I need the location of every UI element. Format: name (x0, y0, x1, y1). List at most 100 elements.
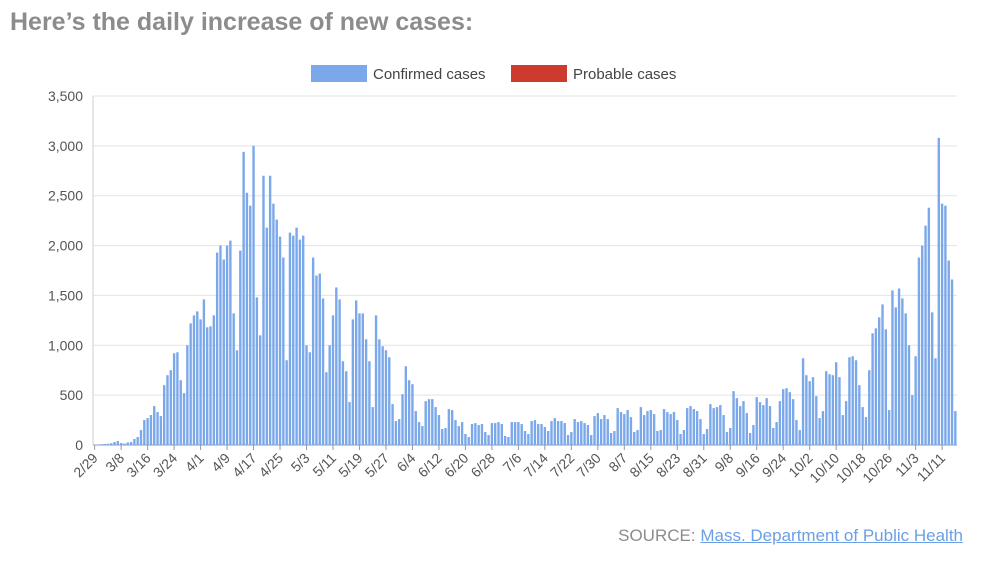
confirmed-bar (136, 437, 139, 445)
legend-item-confirmed[interactable]: Confirmed cases (311, 65, 486, 83)
confirmed-bar (646, 411, 649, 445)
confirmed-bar (295, 227, 298, 445)
confirmed-bar (556, 421, 560, 445)
confirmed-bar (828, 374, 831, 445)
confirmed-bar (662, 409, 666, 445)
confirmed-bar (361, 313, 364, 445)
confirmed-bar (100, 444, 103, 445)
confirmed-bar (169, 370, 172, 445)
confirmed-bar (265, 227, 268, 445)
confirmed-bar (914, 356, 917, 445)
confirmed-bar (732, 391, 735, 445)
confirmed-bar (467, 437, 470, 445)
confirmed-bar (686, 408, 689, 445)
confirmed-bar (510, 422, 513, 445)
confirmed-bar (775, 422, 778, 445)
confirmed-bar (566, 435, 570, 445)
confirmed-bar (669, 414, 672, 445)
confirmed-bar (166, 375, 169, 445)
confirmed-bar (834, 362, 838, 445)
confirmed-bar (758, 402, 762, 445)
confirmed-bar (391, 404, 394, 445)
confirmed-bar (762, 405, 765, 445)
confirmed-bar (666, 412, 669, 445)
confirmed-bar (146, 418, 149, 445)
confirmed-bar (278, 236, 282, 445)
x-tick-label: 4/17 (229, 450, 260, 481)
confirmed-bar (431, 399, 434, 445)
confirmed-bar (616, 408, 619, 445)
confirmed-bar (149, 415, 153, 445)
confirmed-bar (907, 345, 911, 445)
confirmed-bar (702, 434, 705, 445)
confirmed-bar (745, 413, 748, 445)
confirmed-bar (537, 424, 540, 445)
confirmed-bar (891, 290, 894, 445)
confirmed-bar (407, 380, 411, 445)
confirmed-bar (328, 345, 331, 445)
confirmed-bar (576, 422, 580, 445)
confirmed-bar (742, 401, 745, 445)
confirmed-bar (414, 411, 417, 445)
confirmed-bar (546, 431, 550, 445)
confirmed-bar (255, 297, 259, 445)
x-tick-label: 3/16 (123, 450, 154, 481)
x-tick-label: 6/28 (467, 450, 498, 481)
confirmed-bar (791, 399, 795, 445)
confirmed-bar (368, 361, 371, 445)
confirmed-bar (851, 356, 854, 445)
confirmed-bar (894, 307, 897, 445)
confirmed-bar (179, 380, 182, 445)
confirmed-bar (242, 151, 245, 445)
chart-bars (93, 137, 957, 445)
confirmed-bar (808, 381, 811, 445)
confirmed-bar (517, 422, 520, 445)
confirmed-bar (652, 414, 656, 445)
confirmed-bar (308, 352, 312, 445)
confirmed-bar (841, 415, 844, 445)
confirmed-bar (934, 358, 937, 445)
confirmed-bar (848, 357, 851, 445)
confirmed-bar (772, 428, 775, 445)
confirmed-bar (116, 441, 120, 445)
source-prefix: SOURCE: (618, 526, 696, 545)
confirmed-bar (815, 396, 818, 445)
confirmed-bar (285, 360, 288, 445)
x-tick-label: 4/1 (182, 450, 207, 475)
confirmed-bar (676, 420, 679, 445)
confirmed-bar (871, 333, 874, 445)
confirmed-bar (133, 439, 136, 445)
confirmed-bar (199, 319, 202, 445)
confirmed-bar (282, 257, 285, 445)
confirmed-bar (748, 433, 752, 445)
confirmed-bar (235, 350, 239, 445)
confirmed-bar (563, 423, 566, 445)
confirmed-bar (123, 443, 126, 445)
confirmed-bar (378, 339, 381, 445)
confirmed-bar (249, 205, 252, 445)
confirmed-bar (103, 444, 106, 445)
source-link[interactable]: Mass. Department of Public Health (700, 526, 963, 545)
confirmed-bar (950, 279, 954, 445)
x-tick-label: 9/8 (711, 450, 736, 475)
confirmed-bar (944, 205, 947, 445)
confirmed-bar (603, 415, 606, 445)
confirmed-bar (457, 426, 460, 445)
confirmed-bar (609, 433, 613, 445)
confirmed-bar (394, 421, 398, 445)
confirmed-bar (805, 375, 808, 445)
confirmed-bar (315, 275, 318, 445)
confirmed-bar (206, 327, 209, 445)
confirmed-bar (530, 421, 533, 445)
confirmed-bar (735, 398, 739, 445)
confirmed-bar (785, 388, 788, 445)
x-tick-label: 6/4 (393, 450, 418, 475)
confirmed-bar (590, 435, 593, 445)
confirmed-bar (778, 401, 782, 445)
confirmed-bar (709, 404, 712, 445)
confirmed-bar (143, 420, 146, 445)
confirmed-bar (858, 385, 861, 445)
legend-item-probable[interactable]: Probable cases (511, 65, 676, 83)
confirmed-bar (881, 304, 884, 445)
x-tick-label: 4/9 (208, 450, 233, 475)
